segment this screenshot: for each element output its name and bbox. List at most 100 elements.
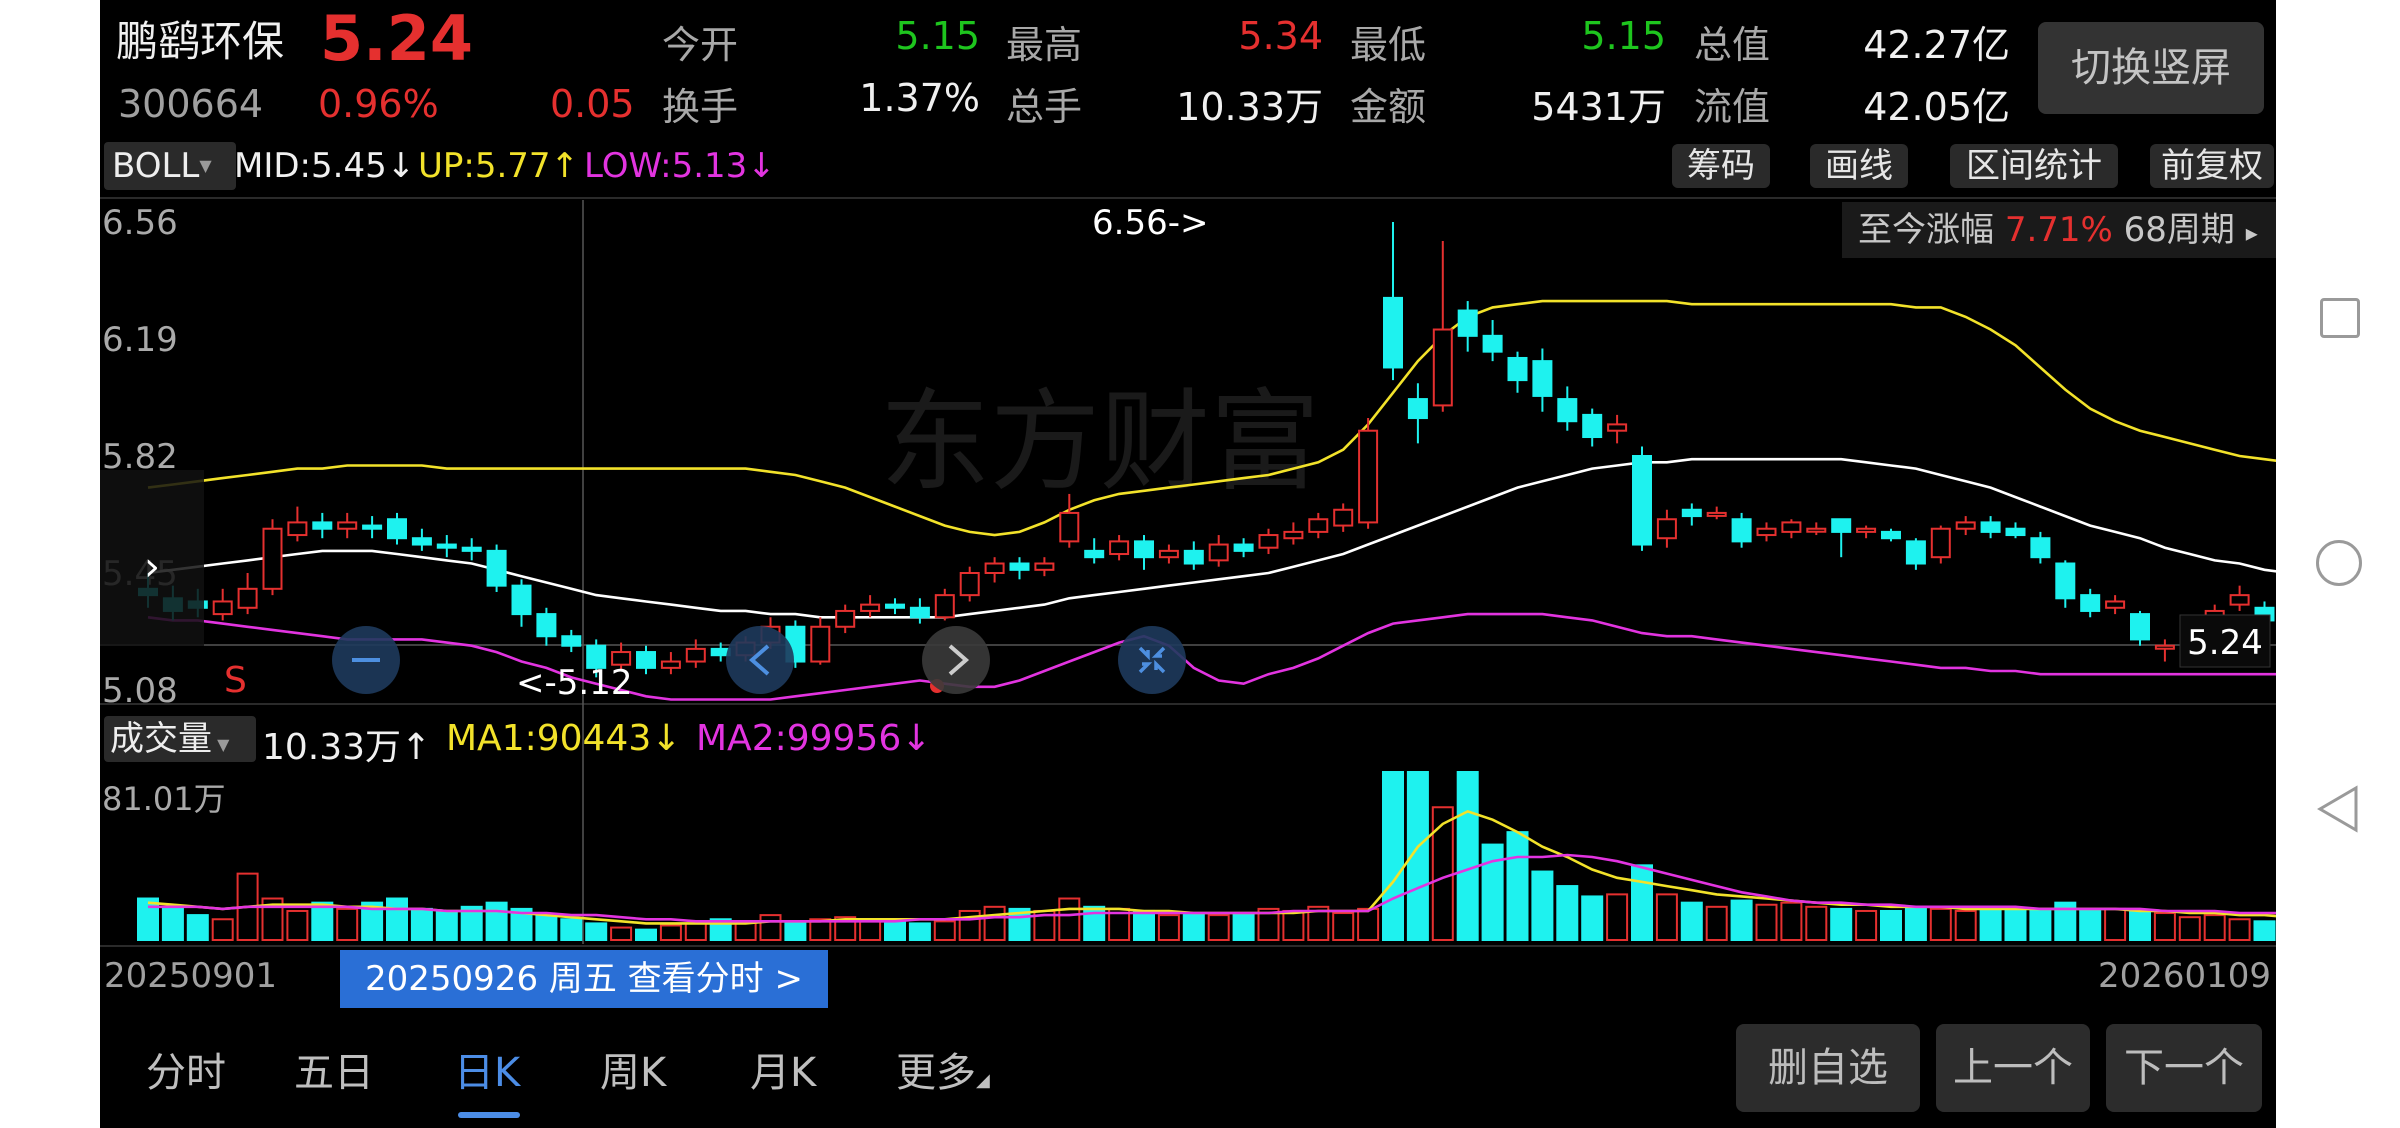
volume-bar	[2153, 912, 2176, 942]
volume-bar	[560, 918, 583, 942]
volume-bar	[1880, 909, 1902, 941]
candle-body	[1681, 508, 1702, 518]
bollinger-bands	[147, 299, 2276, 701]
candle-body	[1557, 398, 1578, 423]
candle-body	[934, 594, 955, 619]
volume-bar	[1581, 895, 1604, 942]
draw-line-button[interactable]: 画线	[1810, 144, 1908, 188]
recents-icon[interactable]	[2320, 298, 2360, 338]
volume-bar	[2104, 907, 2127, 942]
candle-body	[586, 644, 607, 669]
kline-chart[interactable]: 东方财富 6.566.195.825.455.08 6.56-> <-5.12 …	[100, 0, 2276, 1128]
volume-bar	[211, 918, 234, 942]
candle-body	[1233, 543, 1254, 552]
candle-body	[536, 613, 557, 638]
candle-body	[1656, 518, 1677, 540]
volume-bar	[983, 905, 1006, 942]
boll-upper-line	[147, 299, 2276, 537]
collapse-panel-button[interactable]: ›	[100, 470, 204, 646]
volume-bar	[435, 909, 458, 941]
tab-monthly-k[interactable]: 月K	[750, 1050, 817, 1096]
period-gain-pct: 7.71%	[2004, 210, 2113, 250]
candle-body	[1358, 429, 1379, 524]
reset-zoom-button[interactable]	[1118, 626, 1186, 694]
zoom-out-button[interactable]	[332, 626, 400, 694]
pan-left-button[interactable]	[726, 626, 794, 694]
candle-body	[1009, 562, 1030, 571]
volume-bar	[286, 909, 309, 941]
next-stock-button[interactable]: 下一个	[2106, 1024, 2262, 1112]
volume-bar	[1805, 905, 1828, 942]
open-value: 5.15	[895, 14, 980, 58]
volume-bar	[1282, 909, 1305, 941]
watermark: 东方财富	[880, 378, 1320, 506]
back-icon[interactable]	[2316, 784, 2360, 834]
high-marker: 6.56->	[1092, 203, 1208, 243]
end-date: 20260109	[2098, 956, 2272, 996]
candle-body	[1806, 527, 1827, 533]
indicator-selector[interactable]: BOLL▼	[104, 142, 236, 190]
candle-body	[1980, 521, 2001, 533]
volume-ma2: MA2:99956↓	[696, 718, 932, 759]
volume-bar	[1157, 914, 1180, 941]
tab-daily-k[interactable]: 日K	[454, 1050, 521, 1096]
volume-bar	[1979, 905, 2002, 942]
stock-app: 鹏鹞环保 5.24 300664 0.96% 0.05 今开 5.15 最高 5…	[100, 0, 2276, 1128]
tab-intraday[interactable]: 分时	[146, 1050, 226, 1096]
volume-bar	[1705, 905, 1728, 942]
volume-bar	[1406, 771, 1429, 941]
home-icon[interactable]	[2316, 540, 2362, 586]
volume-bar	[186, 914, 209, 941]
range-stats-button[interactable]: 区间统计	[1950, 144, 2118, 188]
volume-bar	[2129, 909, 2151, 941]
volume-bar	[2228, 918, 2251, 942]
date-tooltip[interactable]: 20250926 周五 查看分时 >	[340, 950, 828, 1008]
volume-bars	[137, 771, 2276, 942]
volume-bar	[2029, 909, 2052, 941]
volume-indicator-selector[interactable]: 成交量 ▼	[104, 716, 256, 762]
volume-bar	[137, 897, 159, 941]
volume-bar	[1456, 771, 1479, 941]
candle-body	[461, 546, 482, 552]
candle-body	[1084, 549, 1105, 559]
tab-more[interactable]: 更多◢	[896, 1040, 990, 1098]
stock-code: 300664	[118, 82, 264, 126]
tab-weekly-k[interactable]: 周K	[600, 1050, 667, 1096]
chevron-down-icon: ▼	[199, 156, 212, 175]
tab-five-day[interactable]: 五日	[294, 1050, 374, 1096]
volume-bar	[659, 924, 682, 942]
candle-body	[337, 521, 358, 530]
candle-body	[387, 518, 407, 540]
period-gain-panel[interactable]: 至今涨幅 7.71% 68周期 ▸	[1842, 202, 2276, 258]
open-label: 今开	[662, 23, 739, 67]
remove-watchlist-button[interactable]: 删自选	[1736, 1024, 1920, 1112]
candle-body	[1407, 398, 1428, 420]
volume-bar	[1855, 909, 1878, 941]
forward-adjust-button[interactable]: 前复权	[2150, 144, 2274, 188]
low-value: 5.15	[1581, 14, 1666, 58]
volume-bar	[635, 928, 657, 942]
candle-body	[1383, 296, 1403, 369]
chip-distribution-button[interactable]: 筹码	[1672, 144, 1770, 188]
system-nav-bar	[2276, 0, 2400, 1128]
candle-body	[611, 651, 632, 666]
volume-bar	[361, 901, 384, 942]
svg-text:5.24: 5.24	[2187, 623, 2263, 663]
candle-body	[1905, 540, 1926, 565]
switch-portrait-button[interactable]: 切换竖屏	[2038, 22, 2264, 114]
previous-stock-button[interactable]: 上一个	[1936, 1024, 2090, 1112]
volume-bar	[485, 901, 508, 942]
candle-body	[1482, 334, 1503, 353]
volume-bar	[2054, 901, 2077, 942]
volume-bar	[460, 905, 483, 942]
volume-bar	[311, 901, 334, 942]
period-count: 68周期	[2123, 210, 2235, 250]
candle-body	[2229, 594, 2250, 606]
volume-selector-label: 成交量	[110, 719, 212, 759]
volume-bar	[1730, 899, 1753, 941]
pan-right-button[interactable]	[922, 626, 990, 694]
candle-body	[959, 572, 980, 597]
volume-bar	[1382, 771, 1404, 941]
chevron-right-icon: ›	[144, 544, 160, 590]
volume-bar	[510, 907, 533, 942]
